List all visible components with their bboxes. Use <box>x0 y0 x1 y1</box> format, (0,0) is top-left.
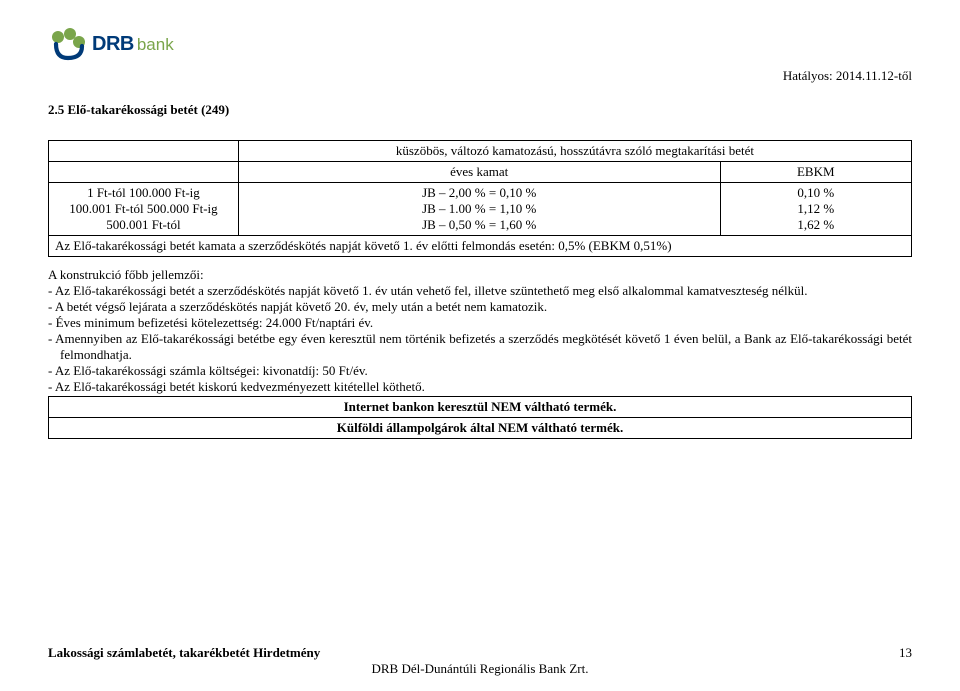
logo-text: DRB bank <box>92 33 174 56</box>
feature-item: Az Elő-takarékossági számla költségei: k… <box>48 363 912 379</box>
tier-line: JB – 1.00 % = 1,10 % <box>245 201 714 217</box>
notice-row: Külföldi állampolgárok által NEM válthat… <box>49 418 912 439</box>
tier-line: 100.001 Ft-tól 500.000 Ft-ig <box>55 201 232 217</box>
table-header-col2: éves kamat <box>238 162 720 183</box>
features-list: Az Elő-takarékossági betét a szerződéskö… <box>48 283 912 395</box>
footer-page-number: 13 <box>899 645 912 661</box>
tier-line: JB – 0,50 % = 1,60 % <box>245 217 714 233</box>
section-title: 2.5 Elő-takarékossági betét (249) <box>48 102 912 118</box>
table-cell-empty <box>49 141 239 162</box>
footer-company: DRB Dél-Dunántúli Regionális Bank Zrt. <box>48 661 912 677</box>
table-footnote-row: Az Elő-takarékossági betét kamata a szer… <box>49 236 912 257</box>
tier-line: 0,10 % <box>727 185 905 201</box>
features-block: A konstrukció főbb jellemzői: Az Elő-tak… <box>48 267 912 395</box>
effective-date: Hatályos: 2014.11.12-től <box>783 68 912 84</box>
logo-text-bank: bank <box>137 35 174 55</box>
feature-item: Az Elő-takarékossági betét a szerződéskö… <box>48 283 912 299</box>
notice-row: Internet bankon keresztül NEM váltható t… <box>49 397 912 418</box>
table-tiers-row: 1 Ft-tól 100.000 Ft-ig 100.001 Ft-tól 50… <box>49 183 912 236</box>
table-tiers-col1: 1 Ft-tól 100.000 Ft-ig 100.001 Ft-tól 50… <box>49 183 239 236</box>
rates-table: küszöbös, változó kamatozású, hosszútávr… <box>48 140 912 257</box>
tier-line: 1,12 % <box>727 201 905 217</box>
footer-doc-title: Lakossági számlabetét, takarékbetét Hird… <box>48 645 320 661</box>
table-header-row: éves kamat EBKM <box>49 162 912 183</box>
tier-line: 500.001 Ft-tól <box>55 217 232 233</box>
table-description: küszöbös, változó kamatozású, hosszútávr… <box>238 141 911 162</box>
table-header-col1 <box>49 162 239 183</box>
logo-icon <box>48 24 88 64</box>
tier-line: 1,62 % <box>727 217 905 233</box>
feature-item: A betét végső lejárata a szerződéskötés … <box>48 299 912 315</box>
table-tiers-col2: JB – 2,00 % = 0,10 % JB – 1.00 % = 1,10 … <box>238 183 720 236</box>
logo: DRB bank <box>48 24 912 64</box>
table-footnote: Az Elő-takarékossági betét kamata a szer… <box>49 236 912 257</box>
feature-item: Az Elő-takarékossági betét kiskorú kedve… <box>48 379 912 395</box>
table-description-row: küszöbös, változó kamatozású, hosszútávr… <box>49 141 912 162</box>
notice-table: Internet bankon keresztül NEM váltható t… <box>48 396 912 439</box>
feature-item: Éves minimum befizetési kötelezettség: 2… <box>48 315 912 331</box>
feature-item: Amennyiben az Elő-takarékossági betétbe … <box>48 331 912 363</box>
tier-line: JB – 2,00 % = 0,10 % <box>245 185 714 201</box>
features-lead: A konstrukció főbb jellemzői: <box>48 267 912 283</box>
tier-line: 1 Ft-tól 100.000 Ft-ig <box>55 185 232 201</box>
table-header-col3: EBKM <box>720 162 911 183</box>
table-tiers-col3: 0,10 % 1,12 % 1,62 % <box>720 183 911 236</box>
logo-text-drb: DRB <box>92 33 134 56</box>
page-footer: Lakossági számlabetét, takarékbetét Hird… <box>48 645 912 677</box>
